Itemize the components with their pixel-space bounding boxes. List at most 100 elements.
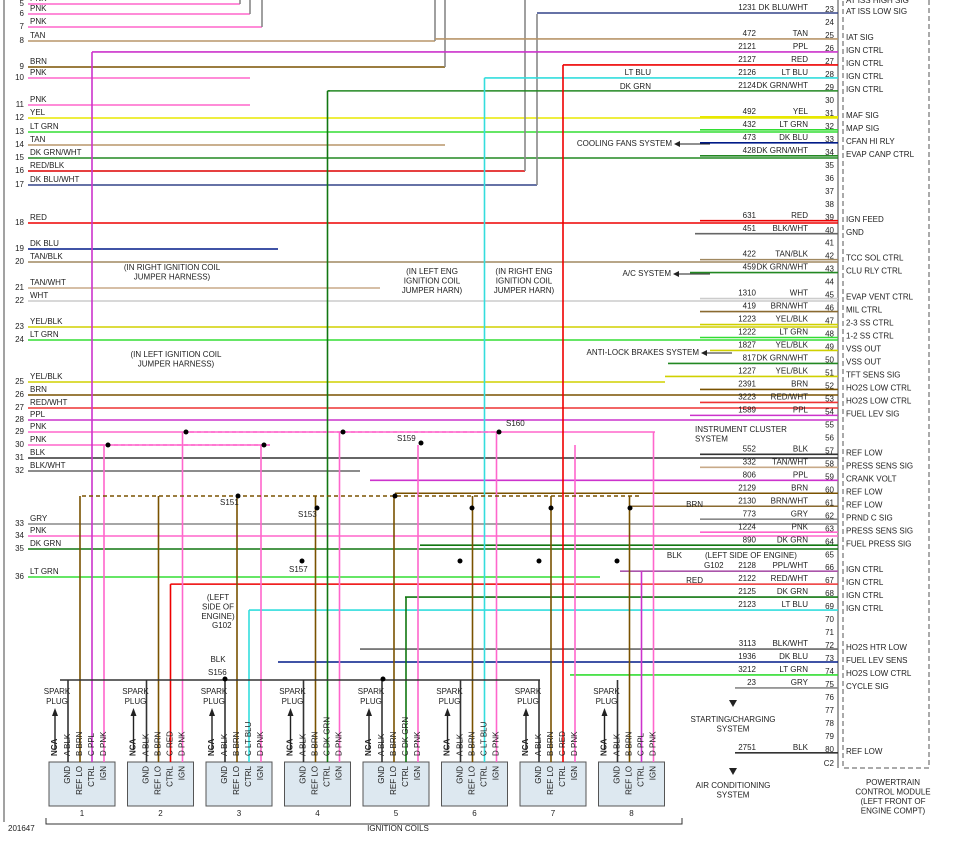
wire-color: PPL <box>793 405 809 414</box>
pcm-function: 2-3 SS CTRL <box>846 319 894 328</box>
circuit-number: 2128 <box>738 561 756 570</box>
wire-color: YEL/BLK <box>776 367 809 376</box>
pin-number: 35 <box>825 161 834 170</box>
circuit-number: 2121 <box>738 42 756 51</box>
note: INSTRUMENT CLUSTER <box>695 425 787 434</box>
splice-dot <box>536 558 542 564</box>
pcm-function: CFAN HI RLY <box>846 137 895 146</box>
pin-number: 55 <box>825 420 834 429</box>
left-wire-color: PNK <box>30 17 47 26</box>
coil-terminal: IGN <box>413 766 422 780</box>
wire-color: RED <box>791 55 808 64</box>
coil-number: 6 <box>472 809 477 818</box>
coil-box <box>362 761 430 807</box>
pin-number: 58 <box>825 459 834 468</box>
coil-pin-label: D PNK <box>413 731 422 756</box>
left-wire-color: DK BLU/WHT <box>30 175 79 184</box>
arrow-head <box>52 708 58 716</box>
pcm-function: REF LOW <box>846 487 883 496</box>
wire-color: DK GRN/WHT <box>756 263 808 272</box>
circuit-number: 817 <box>743 354 757 363</box>
pcm-function: EVAP VENT CTRL <box>846 293 914 302</box>
circuit-number: 2129 <box>738 483 756 492</box>
wire-color: PPL <box>793 42 809 51</box>
pin-number: 28 <box>825 70 834 79</box>
splice-dot <box>614 558 620 564</box>
circuit-number: 2125 <box>738 587 756 596</box>
left-wire-color: PNK <box>30 68 47 77</box>
coil-number: 5 <box>394 809 399 818</box>
arrow-head <box>729 768 737 775</box>
coil-terminal: CTRL <box>480 765 489 786</box>
pin-number: 26 <box>825 44 834 53</box>
left-wire-number: 26 <box>15 390 24 399</box>
pin-number: 64 <box>825 537 834 546</box>
spark-plug-label: PLUG <box>596 697 618 706</box>
pcm-function: IGN CTRL <box>846 85 884 94</box>
coil-pin-label: D PNK <box>99 731 108 756</box>
pin-number: 51 <box>825 369 834 378</box>
circuit-number: 472 <box>743 29 757 38</box>
pin-number: 76 <box>825 693 834 702</box>
coil-pin-label: D PNK <box>178 731 187 756</box>
note: CONTROL MODULE <box>855 788 930 797</box>
left-wire-color: RED/BLK <box>30 161 65 170</box>
coil-pin-label: D PNK <box>570 731 579 756</box>
coil-pin-label: A BLK <box>377 733 386 756</box>
pin-number: 25 <box>825 31 834 40</box>
left-wire-number: 28 <box>15 415 24 424</box>
wire-color: GRY <box>791 678 809 687</box>
left-wire-color: TAN <box>30 135 46 144</box>
coil-pin-label: D PNK <box>649 731 658 756</box>
coil-pin-label: C PPL <box>87 732 96 756</box>
splice-dot <box>469 505 475 511</box>
left-wire-number: 11 <box>16 100 25 109</box>
coil-terminal: IGN <box>492 766 501 780</box>
pin-number: 73 <box>825 654 834 663</box>
coil-terminal: CTRL <box>558 765 567 786</box>
pin-number: 74 <box>825 667 834 676</box>
pin-number: 32 <box>825 122 834 131</box>
left-wire-color: PNK <box>30 526 47 535</box>
left-wire-number: 5 <box>20 0 25 8</box>
coil-terminal: GND <box>220 766 229 784</box>
splice-dot <box>105 442 111 448</box>
note: (IN LEFT IGNITION COIL <box>131 350 223 359</box>
left-wire-number: 10 <box>15 73 24 82</box>
splice-dot <box>261 442 267 448</box>
circuit-number: 419 <box>743 302 757 311</box>
pin-number: 36 <box>825 174 834 183</box>
splice-label: S160 <box>506 419 525 428</box>
connector-id: C2 <box>824 759 835 768</box>
left-wire-number: 20 <box>15 257 24 266</box>
coil-pin-label: A BLK <box>613 733 622 756</box>
left-wire-color: DK GRN <box>30 539 61 548</box>
wire-color: BRN <box>791 380 808 389</box>
spark-plug-label: PLUG <box>46 697 68 706</box>
wire-color: TAN/BLK <box>775 250 808 259</box>
splice-dot <box>496 429 502 435</box>
wire-color: BLK/WHT <box>772 224 808 233</box>
circuit-number: 2751 <box>738 743 756 752</box>
pin-number: 75 <box>825 680 834 689</box>
left-wire-number: 17 <box>15 180 24 189</box>
coil-box <box>48 761 116 807</box>
pcm-box <box>842 0 930 769</box>
left-wire-color: TAN/BLK <box>30 252 63 261</box>
note: POWERTRAIN <box>866 778 920 787</box>
splice-dot <box>183 429 189 435</box>
note: AIR CONDITIONING <box>696 781 771 790</box>
pcm-function: IGN CTRL <box>846 46 884 55</box>
circuit-number: 492 <box>743 107 757 116</box>
coil-terminal: IGN <box>256 766 265 780</box>
left-wire-number: 12 <box>15 113 24 122</box>
left-wire-color: PNK <box>30 0 47 3</box>
circuit-number: 1310 <box>738 289 756 298</box>
pcm-function: IGN CTRL <box>846 72 884 81</box>
coil-box <box>284 761 351 807</box>
pcm-function: HO2S LOW CTRL <box>846 384 912 393</box>
note: JUMPER HARNESS) <box>134 273 211 282</box>
circuit-number: 473 <box>743 133 757 142</box>
circuit-number: 2126 <box>738 68 756 77</box>
circuit-number: 890 <box>743 535 757 544</box>
